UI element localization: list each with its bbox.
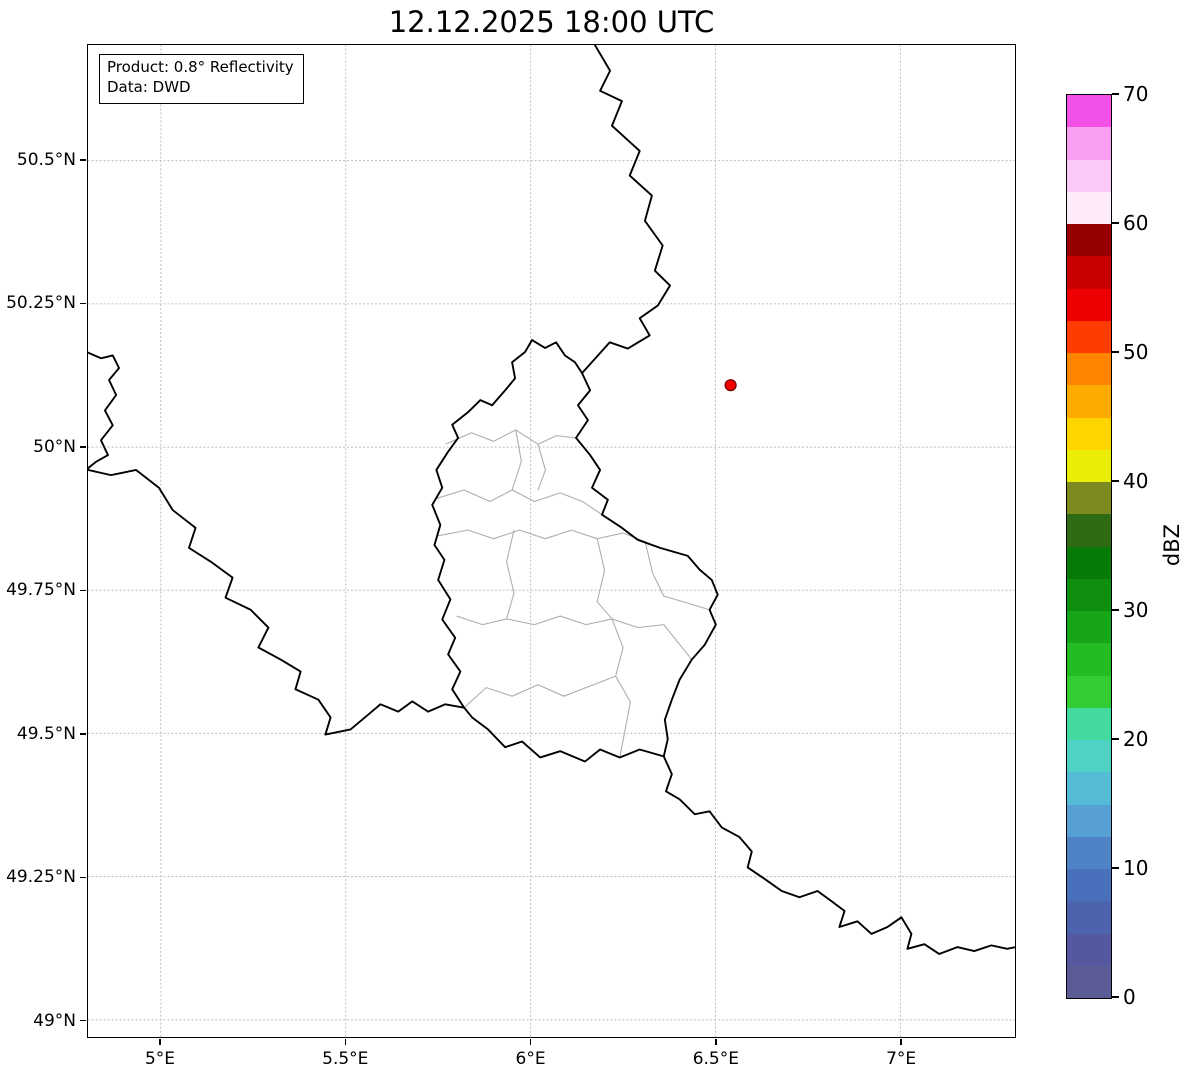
colorbar-segment — [1067, 869, 1111, 902]
y-axis-tick-label: 49.25°N — [6, 867, 76, 888]
colorbar-segment — [1067, 449, 1111, 482]
colorbar-segment — [1067, 320, 1111, 353]
national-border-path — [88, 351, 120, 470]
colorbar-segment — [1067, 482, 1111, 515]
y-axis-tick-label: 49.5°N — [16, 723, 76, 744]
colorbar-tick-mark — [1112, 867, 1119, 869]
colorbar-segment — [1067, 772, 1111, 805]
x-axis-tick-label: 6.5°E — [692, 1049, 739, 1069]
colorbar-tick-label: 60 — [1123, 211, 1149, 235]
colorbar-title: dBZ — [1160, 523, 1184, 567]
colorbar-tick-label: 10 — [1123, 856, 1149, 880]
colorbar-segment — [1067, 578, 1111, 611]
colorbar — [1066, 94, 1112, 999]
info-box: Product: 0.8° Reflectivity Data: DWD — [99, 54, 304, 104]
colorbar-tick-mark — [1112, 609, 1119, 611]
info-data-line: Data: DWD — [107, 77, 191, 96]
canton-border-path — [596, 538, 613, 620]
canton-border-path — [456, 615, 693, 660]
figure-title: 12.12.2025 18:00 UTC — [388, 5, 715, 39]
colorbar-segment — [1067, 385, 1111, 418]
colorbar-segment — [1067, 965, 1111, 998]
colorbar-segment — [1067, 288, 1111, 321]
colorbar-segment — [1067, 804, 1111, 837]
canton-border-path — [463, 675, 616, 709]
y-tick-mark — [80, 733, 86, 735]
colorbar-segment — [1067, 836, 1111, 869]
x-tick-mark — [900, 1039, 902, 1045]
map-svg — [88, 45, 1015, 1037]
canton-border-path — [436, 489, 603, 516]
x-tick-mark — [159, 1039, 161, 1045]
x-tick-mark — [529, 1039, 532, 1045]
canton-border-path — [438, 529, 661, 549]
national-border-path — [662, 755, 1015, 955]
y-axis-tick-label: 50.25°N — [6, 293, 76, 314]
national-border-path — [431, 339, 719, 763]
colorbar-tick-mark — [1112, 222, 1119, 224]
colorbar-segment — [1067, 901, 1111, 934]
y-tick-mark — [80, 159, 86, 161]
y-tick-mark — [80, 1020, 86, 1022]
colorbar-segment — [1067, 353, 1111, 386]
colorbar-segment — [1067, 514, 1111, 547]
colorbar-tick-mark — [1112, 480, 1119, 482]
canton-border-path — [537, 444, 546, 491]
colorbar-tick-label: 50 — [1123, 340, 1149, 364]
colorbar-segment — [1067, 224, 1111, 257]
national-border-path — [581, 45, 671, 375]
x-tick-mark — [344, 1039, 346, 1045]
colorbar-segment — [1067, 417, 1111, 450]
colorbar-segment — [1067, 611, 1111, 644]
colorbar-segment — [1067, 675, 1111, 708]
colorbar-segment — [1067, 933, 1111, 966]
colorbar-tick-mark — [1112, 738, 1119, 740]
y-tick-mark — [80, 446, 86, 448]
colorbar-tick-label: 40 — [1123, 469, 1149, 493]
y-axis-tick-label: 50.5°N — [16, 149, 76, 170]
plot-area: Product: 0.8° Reflectivity Data: DWD — [87, 44, 1016, 1038]
x-axis-tick-label: 5°E — [144, 1049, 176, 1069]
y-axis-tick-label: 49°N — [33, 1010, 76, 1031]
y-axis-tick-label: 50°N — [33, 436, 76, 457]
canton-border-path — [506, 529, 515, 620]
x-axis-tick-label: 7°E — [886, 1049, 917, 1069]
colorbar-tick-mark — [1112, 93, 1119, 95]
canton-border-path — [511, 429, 522, 491]
y-tick-mark — [80, 589, 86, 592]
y-tick-mark — [80, 876, 86, 878]
colorbar-segment — [1067, 256, 1111, 289]
colorbar-segment — [1067, 95, 1111, 128]
radar-site-dot — [724, 379, 737, 392]
colorbar-segment — [1067, 127, 1111, 160]
x-axis-tick-label: 5.5°E — [322, 1049, 369, 1069]
y-axis-tick-label: 49.75°N — [6, 580, 76, 601]
canton-border-path — [644, 541, 710, 611]
colorbar-segment — [1067, 643, 1111, 676]
colorbar-segment — [1067, 740, 1111, 773]
colorbar-tick-label: 20 — [1123, 727, 1149, 751]
x-axis-tick-label: 6°E — [515, 1049, 546, 1069]
colorbar-segment — [1067, 707, 1111, 740]
colorbar-segment — [1067, 159, 1111, 192]
y-tick-mark — [80, 302, 86, 305]
canton-border-path — [611, 618, 631, 758]
colorbar-tick-label: 30 — [1123, 598, 1149, 622]
national-border-path — [88, 468, 466, 736]
info-product-line: Product: 0.8° Reflectivity — [107, 58, 294, 76]
colorbar-tick-label: 0 — [1123, 985, 1136, 1009]
colorbar-tick-mark — [1112, 351, 1119, 353]
x-tick-mark — [715, 1039, 717, 1045]
colorbar-tick-label: 70 — [1123, 82, 1149, 106]
colorbar-segment — [1067, 191, 1111, 224]
colorbar-tick-mark — [1112, 996, 1119, 998]
canton-border-path — [445, 429, 577, 445]
colorbar-segment — [1067, 546, 1111, 579]
